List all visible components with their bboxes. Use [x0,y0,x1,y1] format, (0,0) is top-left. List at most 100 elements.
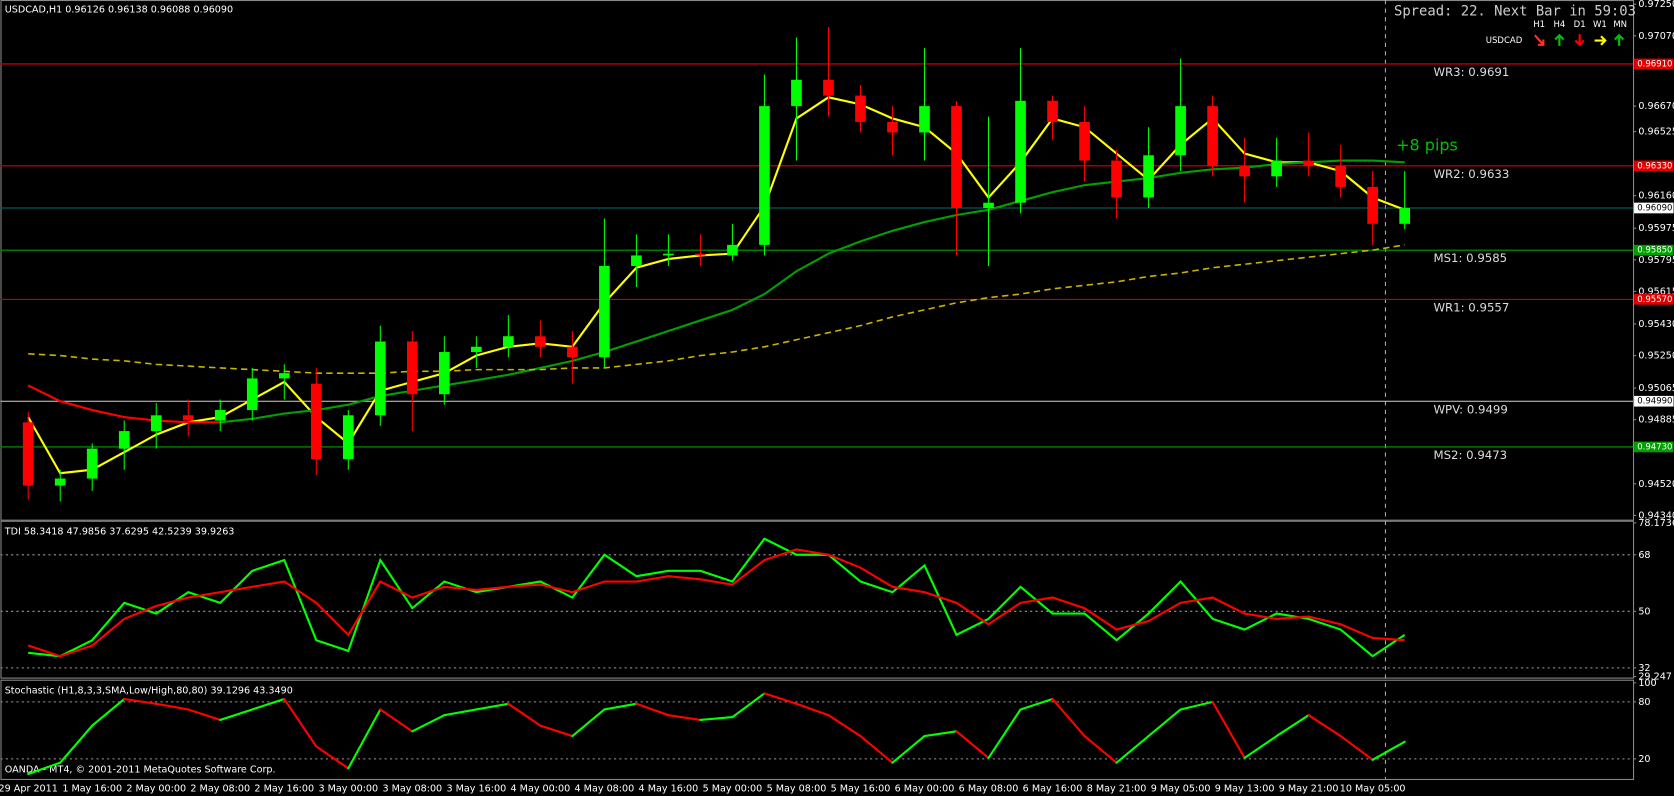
candle-body [1335,165,1346,187]
timeframe: W1 [1593,20,1607,30]
candle-body [1367,186,1378,224]
candle-body [1079,121,1090,161]
stochastic-segment [1083,735,1118,764]
axis-label-box [1634,294,1674,305]
stochastic-segment [155,702,190,711]
axis-label: 0.95570 [1637,295,1672,305]
x-tick-label: 6 May 00:00 [895,784,955,795]
frame [0,0,1635,780]
moving-average [28,244,1405,374]
axis-label-box [1634,441,1674,453]
stochastic-segment [1019,697,1054,711]
x-tick-label: 2 May 16:00 [254,784,314,795]
stochastic-segment [27,761,62,776]
stochastic-segment [1115,735,1150,764]
stochastic-segment [1211,700,1246,759]
x-tick-label: 2 May 08:00 [190,784,250,795]
x-tick-label: 10 May 05:00 [1340,784,1406,795]
chart-title: USDCAD,H1 0.96126 0.96138 0.96088 0.9609… [5,5,233,16]
candle-body [118,431,130,449]
stochastic-segment [571,708,606,738]
candle-body [1015,100,1026,203]
axis-label: 0.94990 [1637,397,1672,407]
candle-body [631,255,642,266]
stochastic-segment [987,708,1022,759]
x-tick-label: 5 May 16:00 [831,784,891,795]
stochastic-segment [699,716,734,721]
candle-body [1303,160,1314,166]
timeframe: MN [1613,20,1627,30]
stochastic-segment [1307,714,1342,738]
candle-body [22,422,34,486]
stochastic-segment [891,735,926,764]
x-tick-label: 5 May 00:00 [703,784,763,795]
candle-body [663,253,674,256]
y-tick-label: 20 [1638,754,1650,765]
moving-average [27,96,1406,475]
timeframe: H4 [1553,20,1565,30]
candle-body [599,265,610,358]
candle-body [214,410,226,421]
candle-body [855,95,866,122]
stochastic-segment [1243,735,1278,759]
indicator-line [28,537,1406,658]
candle-body [1271,160,1282,177]
x-tick-label: 29 Apr 2011 [0,784,58,795]
annotation: +8 pips [1396,136,1458,155]
x-tick-label: 6 May 08:00 [959,784,1019,795]
candle-body [439,352,450,395]
candle-body [983,202,994,208]
stochastic-segment [795,702,830,717]
trend-arrows [1534,33,1625,47]
stochastic-segment [443,708,478,717]
stochastic-segment [923,730,958,738]
level-label: WR2: 0.9633 [1433,167,1509,181]
spread-label: Spread: 22. Next Bar in 59:03 [1394,4,1636,20]
stochastic-segment [635,702,670,717]
axis-label-box [1634,160,1674,172]
footer: OANDA - MT4, © 2001-2011 MetaQuotes Soft… [5,764,276,775]
candle-body [54,478,66,486]
candle-body [310,383,322,460]
candle-body [823,79,834,96]
candle-body [951,106,962,208]
candle-body [374,341,386,416]
stochastic-segment [507,702,542,727]
candle-body [535,336,546,347]
stochastic-segment [1371,740,1406,761]
candle-body [182,415,194,421]
x-tick-label: 9 May 21:00 [1279,784,1339,795]
stochastic-segment [763,692,798,705]
candle-body [278,373,290,379]
x-tick-label: 5 May 08:00 [767,784,827,795]
y-tick-label: 32 [1638,663,1650,674]
axis-label: 0.96090 [1637,203,1672,213]
stochastic-segment [731,692,766,719]
x-tick-label: 9 May 13:00 [1215,784,1275,795]
candle-body [150,415,162,432]
stochastic-segment [187,708,222,721]
candle-body [471,346,482,353]
x-tick-label: 4 May 00:00 [511,784,571,795]
level-label: WR1: 0.9557 [1433,300,1509,314]
axis-label-box [1634,202,1674,214]
tdi-title: TDI 58.3418 47.9856 37.6295 42.5239 39.9… [4,526,235,537]
x-tick-label: 3 May 16:00 [447,784,507,795]
timeframe: H1 [1533,20,1545,30]
stochastic-segment [1339,735,1374,761]
y-tick-label: 0.95065 [1638,383,1674,394]
candle-body [759,106,770,245]
x-tick-label: 2 May 00:00 [126,784,186,795]
moving-average [220,159,1405,424]
level-label: WPV: 0.9499 [1433,402,1507,416]
candle-body [246,378,258,411]
level-label: WR3: 0.9691 [1433,65,1509,79]
stochastic-segment [59,724,94,764]
x-tick-label: 4 May 08:00 [575,784,635,795]
